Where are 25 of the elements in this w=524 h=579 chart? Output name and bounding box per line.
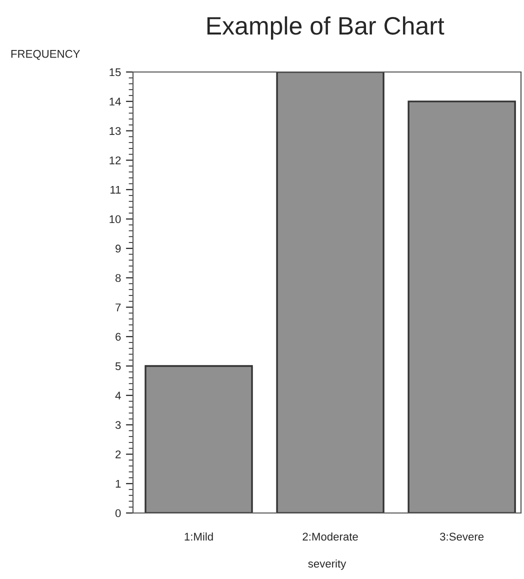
y-tick-label: 8 bbox=[116, 274, 121, 282]
y-tick-label: 1 bbox=[116, 480, 121, 488]
chart-title: Example of Bar Chart bbox=[207, 16, 444, 40]
y-tick-label: 5 bbox=[115, 362, 121, 370]
y-tick-label: 2 bbox=[116, 450, 121, 458]
x-axis-title: severity bbox=[308, 559, 346, 570]
y-tick-label: 14 bbox=[110, 98, 121, 106]
y-tick-label: 12 bbox=[110, 156, 121, 164]
y-tick-label: 11 bbox=[110, 186, 121, 194]
y-tick-label: 3 bbox=[115, 421, 121, 429]
x-tick-label: 2:Moderate bbox=[302, 532, 358, 541]
bar bbox=[144, 365, 253, 513]
y-tick-label: 10 bbox=[110, 215, 121, 224]
bar bbox=[276, 72, 384, 513]
y-tick-label: 15 bbox=[110, 68, 121, 76]
y-axis-title: FREQUENCY bbox=[11, 50, 80, 60]
y-tick-label: 9 bbox=[116, 244, 121, 253]
bar bbox=[408, 100, 516, 513]
x-tick-label: 3:Severe bbox=[440, 532, 484, 541]
y-tick-label: 0 bbox=[115, 509, 121, 518]
y-tick-label: 13 bbox=[110, 127, 121, 135]
x-tick-label: 1:Mild bbox=[184, 532, 213, 541]
y-tick-label: 4 bbox=[115, 392, 121, 400]
y-tick-label: 6 bbox=[116, 332, 121, 341]
y-tick-label: 7 bbox=[116, 304, 121, 312]
